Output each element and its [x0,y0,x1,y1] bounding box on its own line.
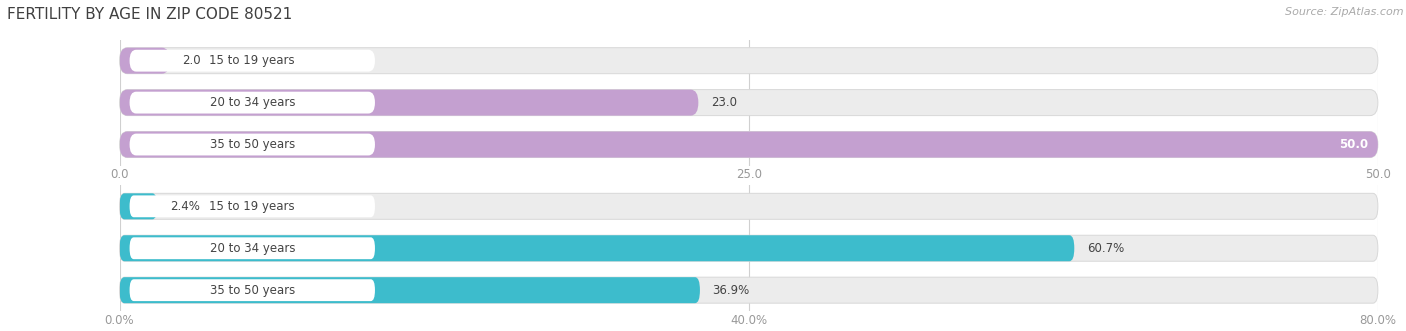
FancyBboxPatch shape [120,277,1378,303]
Text: Source: ZipAtlas.com: Source: ZipAtlas.com [1285,7,1403,17]
FancyBboxPatch shape [129,195,375,217]
Text: 15 to 19 years: 15 to 19 years [209,54,295,67]
FancyBboxPatch shape [120,131,1378,158]
Text: 35 to 50 years: 35 to 50 years [209,138,295,151]
FancyBboxPatch shape [129,134,375,156]
FancyBboxPatch shape [120,48,170,74]
FancyBboxPatch shape [120,131,1378,158]
FancyBboxPatch shape [120,48,1378,74]
Text: 23.0: 23.0 [711,96,737,109]
Text: 20 to 34 years: 20 to 34 years [209,242,295,255]
FancyBboxPatch shape [120,235,1378,261]
Text: 20 to 34 years: 20 to 34 years [209,96,295,109]
FancyBboxPatch shape [129,279,375,301]
Text: FERTILITY BY AGE IN ZIP CODE 80521: FERTILITY BY AGE IN ZIP CODE 80521 [7,7,292,22]
FancyBboxPatch shape [120,235,1074,261]
FancyBboxPatch shape [120,277,700,303]
FancyBboxPatch shape [120,193,157,219]
FancyBboxPatch shape [120,90,1378,116]
FancyBboxPatch shape [129,50,375,71]
Text: 35 to 50 years: 35 to 50 years [209,284,295,297]
Text: 50.0: 50.0 [1339,138,1368,151]
Text: 15 to 19 years: 15 to 19 years [209,200,295,213]
Text: 2.4%: 2.4% [170,200,200,213]
Text: 60.7%: 60.7% [1087,242,1125,255]
Text: 2.0: 2.0 [183,54,201,67]
FancyBboxPatch shape [120,193,1378,219]
FancyBboxPatch shape [129,237,375,259]
FancyBboxPatch shape [129,92,375,114]
Text: 36.9%: 36.9% [713,284,749,297]
FancyBboxPatch shape [120,90,699,116]
